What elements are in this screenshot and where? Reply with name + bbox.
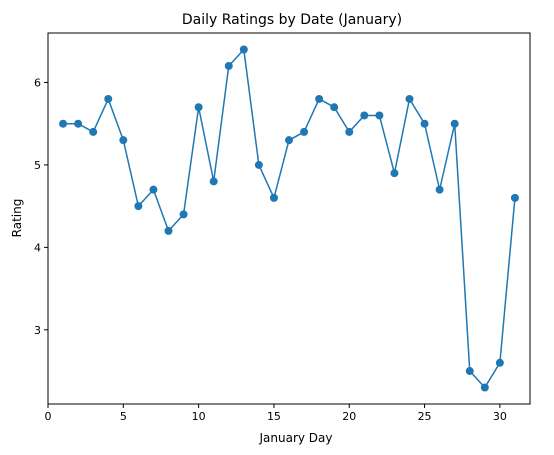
data-point — [495, 358, 504, 367]
data-point — [224, 61, 233, 70]
data-point — [435, 185, 444, 194]
data-point — [465, 367, 474, 376]
y-tick-label: 4 — [34, 241, 41, 254]
x-tick-label: 15 — [267, 410, 281, 423]
data-point — [315, 94, 324, 103]
data-point — [104, 94, 113, 103]
data-point — [300, 127, 309, 136]
series-line — [63, 48, 516, 389]
x-tick-label: 5 — [120, 410, 127, 423]
y-tick-label: 6 — [34, 76, 41, 89]
y-axis: 3 4 5 6 — [34, 76, 48, 337]
data-point — [269, 193, 278, 202]
x-axis-label: January Day — [258, 431, 332, 445]
data-point — [405, 94, 414, 103]
plot-area — [59, 45, 519, 392]
x-tick-label: 25 — [418, 410, 432, 423]
data-point — [59, 119, 68, 128]
x-tick-label: 30 — [493, 410, 507, 423]
data-point — [89, 127, 98, 136]
data-point — [450, 119, 459, 128]
data-point — [74, 119, 83, 128]
x-tick-label: 0 — [45, 410, 52, 423]
data-point — [510, 193, 519, 202]
data-point — [254, 160, 263, 169]
data-point — [194, 103, 203, 112]
chart-title: Daily Ratings by Date (January) — [182, 12, 402, 28]
data-point — [360, 111, 369, 120]
data-point — [420, 119, 429, 128]
y-tick-label: 5 — [34, 159, 41, 172]
y-tick-label: 3 — [34, 324, 41, 337]
data-point — [149, 185, 158, 194]
data-point — [179, 210, 188, 219]
data-point — [285, 136, 293, 145]
data-point — [164, 226, 173, 235]
x-tick-label: 10 — [192, 410, 206, 423]
data-point — [375, 111, 384, 120]
x-axis: 0 5 10 15 20 25 30 — [45, 404, 507, 423]
data-point — [330, 103, 339, 112]
data-point — [345, 127, 354, 136]
data-point — [480, 383, 489, 392]
plot-frame — [47, 32, 531, 405]
data-point — [390, 169, 399, 178]
data-point — [134, 202, 143, 211]
y-axis-label: Rating — [10, 199, 24, 238]
data-point — [239, 45, 248, 54]
x-tick-label: 20 — [342, 410, 356, 423]
data-point — [209, 177, 218, 186]
data-point — [119, 136, 128, 145]
